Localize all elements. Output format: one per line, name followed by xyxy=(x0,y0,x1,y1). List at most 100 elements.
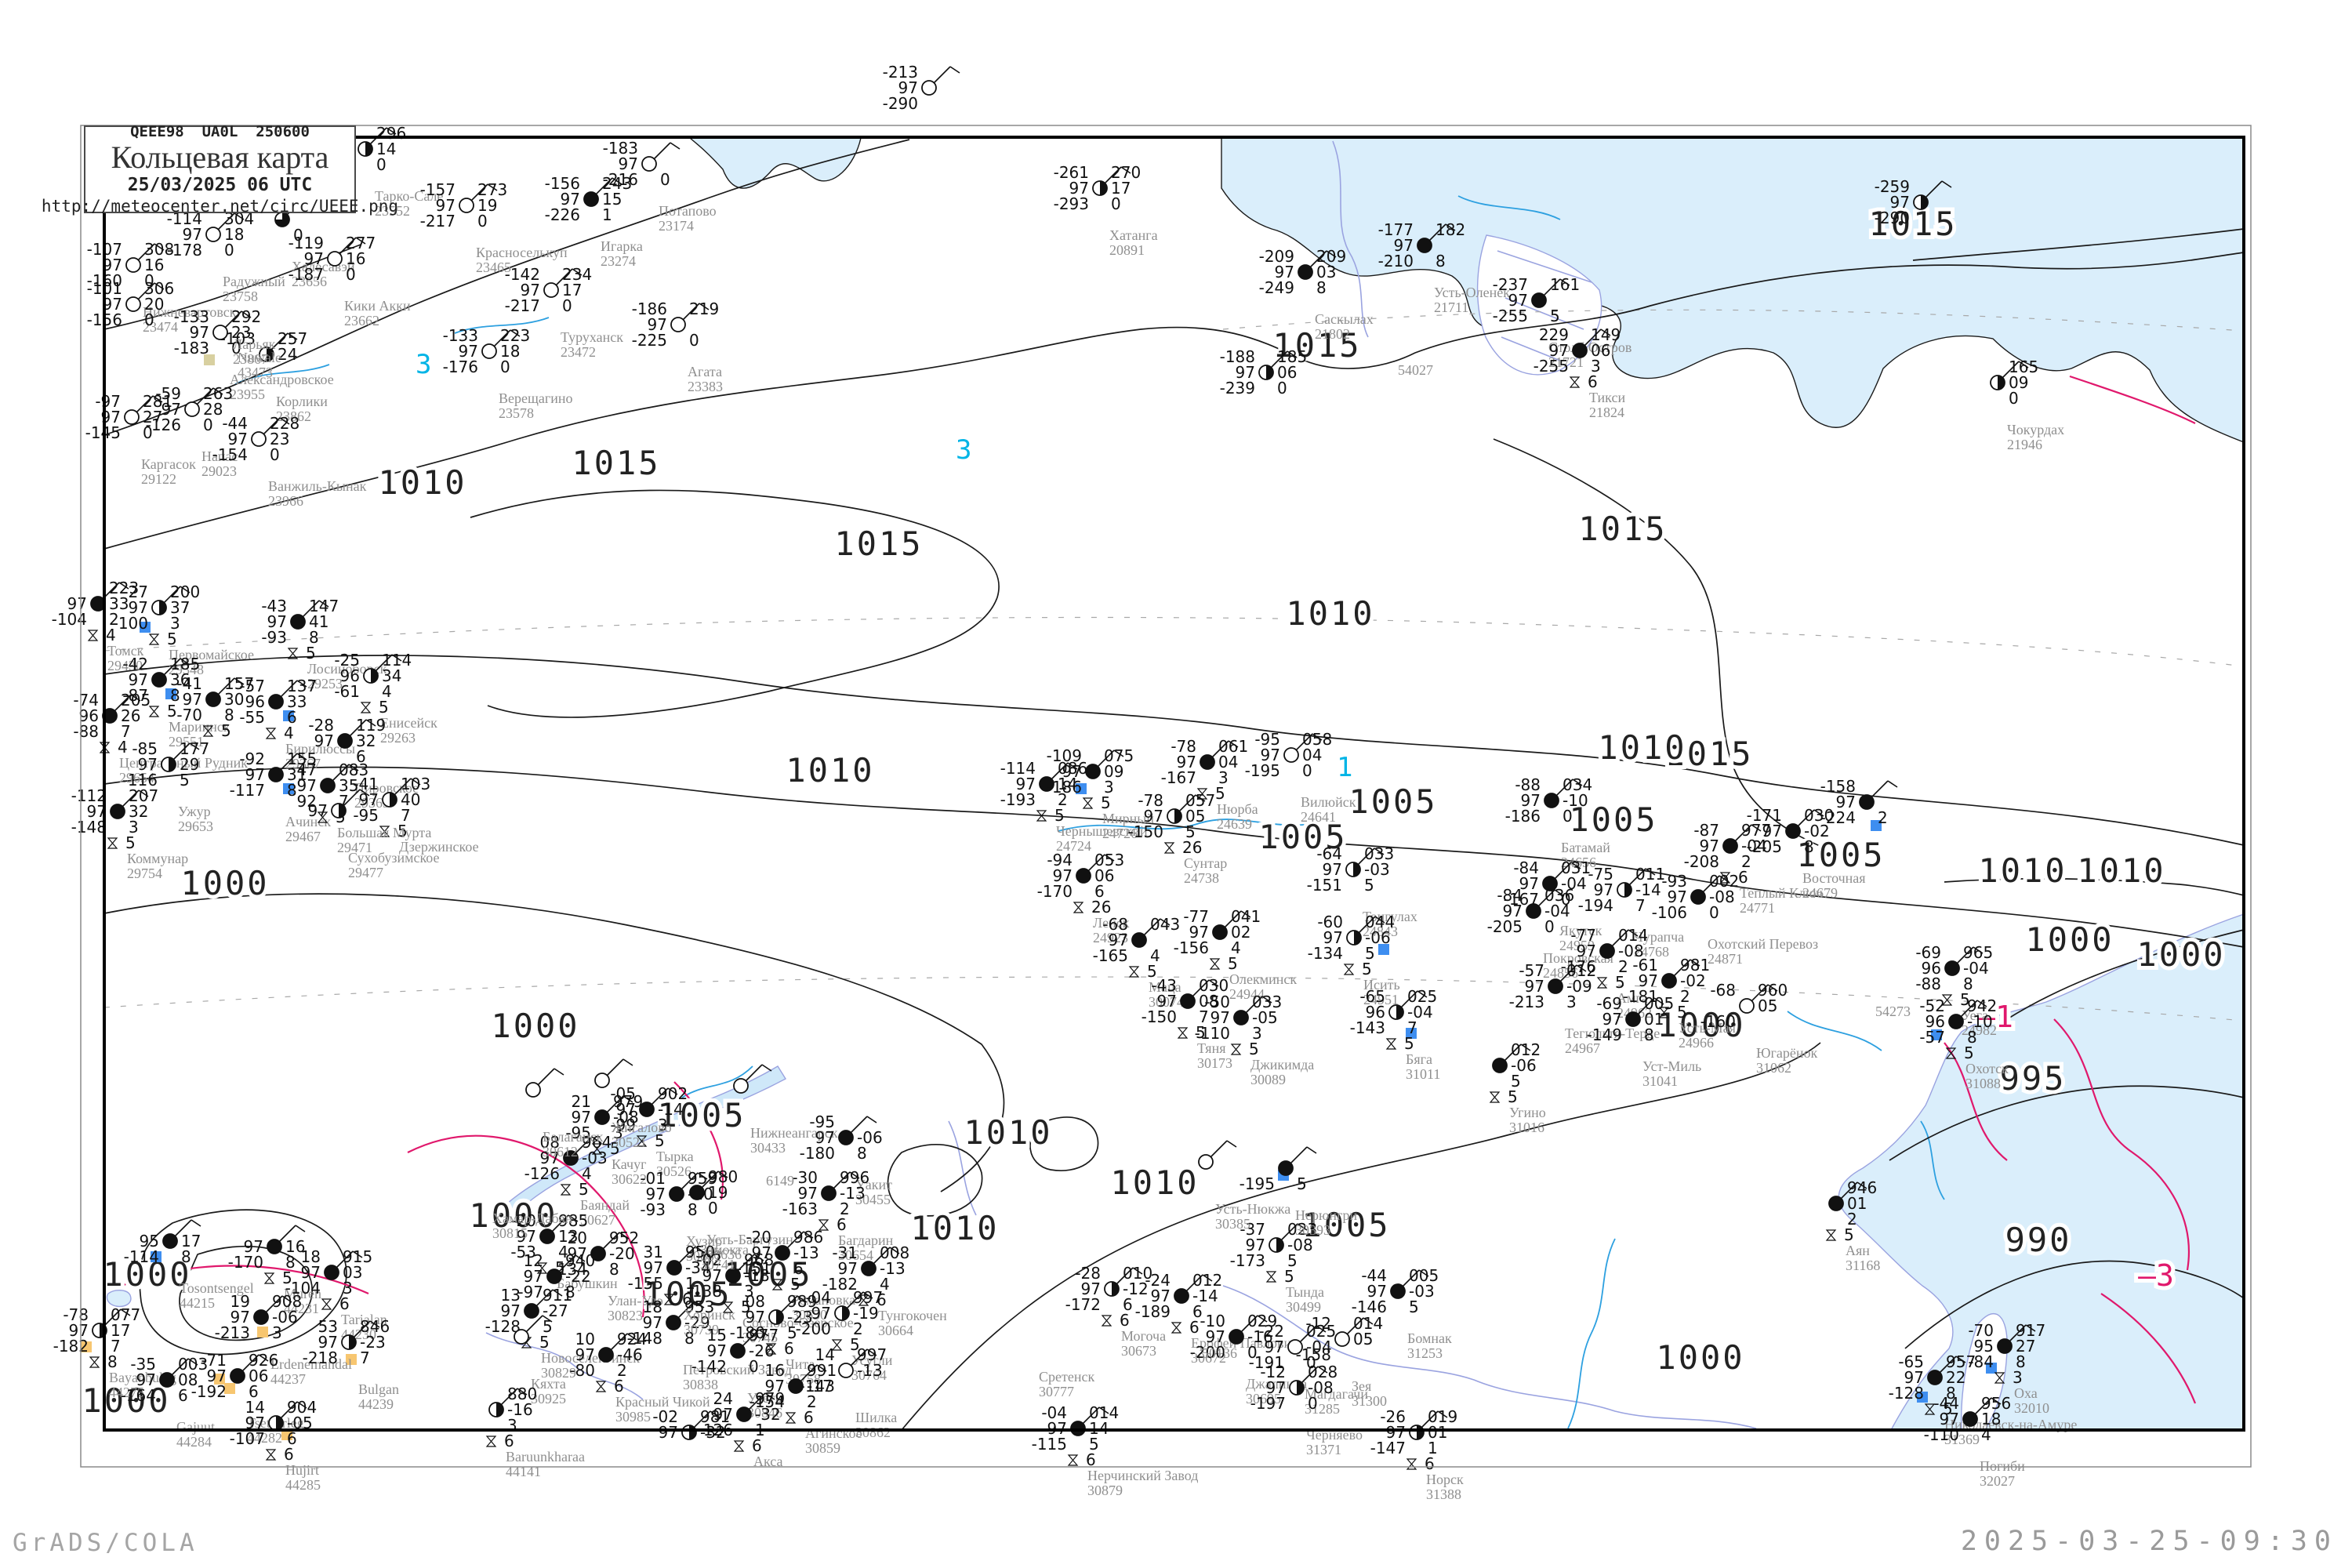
station-value: 030 xyxy=(1199,976,1229,995)
station-id: 30627 xyxy=(580,1212,615,1228)
station-name: Верещагино xyxy=(499,390,572,406)
station-value: 05 xyxy=(1353,1330,1373,1348)
station-value: 6 xyxy=(1123,1295,1133,1314)
isobar-label: 1005 xyxy=(1348,782,1437,821)
station-value: 3 xyxy=(343,1279,353,1298)
station-value: -61 xyxy=(1632,956,1658,975)
station-value: -87 xyxy=(122,686,148,705)
station-name: Хузир xyxy=(686,1233,722,1249)
station-value: 97 xyxy=(1602,1010,1622,1029)
station-circle xyxy=(251,431,267,447)
station-value: 18 xyxy=(643,1298,662,1316)
station-value: 97 xyxy=(524,1267,543,1286)
render-timestamp: 2025-03-25-09:30 xyxy=(1960,1526,2338,1557)
station-value: 165 xyxy=(2009,358,2038,376)
station-value: 06 xyxy=(1277,363,1297,382)
station-value: -134 xyxy=(1308,944,1343,963)
station-circle xyxy=(594,1073,610,1088)
map-datetime: 25/03/2025 06 UTC xyxy=(127,175,313,195)
station-circle xyxy=(1198,1154,1214,1170)
station-id: 30879 xyxy=(1087,1483,1123,1498)
station-value: 5 xyxy=(1844,1225,1854,1244)
station-value: 6 xyxy=(1189,1318,1200,1337)
station-value: -97 xyxy=(95,392,121,411)
cloud-genus-symbol xyxy=(1177,1027,1189,1039)
station-value: -188 xyxy=(1220,347,1255,366)
map-title: Кольцевая карта xyxy=(111,140,329,175)
station-name: Бирилюссы xyxy=(285,741,355,757)
station-value: 5 xyxy=(167,702,177,720)
station-circle xyxy=(546,1269,562,1284)
station-name: Олекминск xyxy=(1229,971,1297,987)
cloud-half xyxy=(276,1416,283,1430)
station-name: Охотский Перевоз xyxy=(1708,936,1818,952)
station-value: 5 xyxy=(125,833,136,852)
station-value: 7 xyxy=(121,722,131,741)
front-line xyxy=(407,1134,645,1318)
station-value: 014 xyxy=(1089,1403,1119,1422)
station-value: 97 xyxy=(1525,977,1544,996)
station-value: 97 xyxy=(1639,971,1658,990)
station-id: 31041 xyxy=(1642,1073,1678,1089)
graticule-line xyxy=(103,616,2245,667)
station-id: 31088 xyxy=(1965,1076,2001,1091)
station-id: 24871 xyxy=(1708,951,1743,967)
station-circle xyxy=(125,296,141,312)
station-name: Тында xyxy=(1286,1284,1324,1300)
station-value: -182 xyxy=(53,1337,89,1356)
station-value: -85 xyxy=(132,739,158,758)
station-value: 97 xyxy=(1053,866,1073,885)
map-source-url: http://meteocenter.net/circ/UEEE.png xyxy=(41,197,399,216)
station-name: Уега xyxy=(1962,1007,1988,1023)
station-circle xyxy=(1542,876,1558,891)
station-value: -01 xyxy=(640,1169,666,1188)
isobar-contour xyxy=(1493,438,1871,863)
station-value: -55 xyxy=(239,708,265,727)
station-value: 37 xyxy=(170,598,190,617)
station-value: 981 xyxy=(1680,956,1710,975)
station-value: 6 xyxy=(504,1432,514,1450)
gray-label-id: 30815 xyxy=(492,1225,528,1241)
station-circle xyxy=(1927,1370,1943,1385)
station-value: 5 xyxy=(610,1139,620,1158)
grads-credit: GrADS/COLA xyxy=(13,1529,198,1557)
station-value: -43 xyxy=(261,597,287,615)
station-value: -13 xyxy=(857,1361,883,1380)
station-value: 14 xyxy=(376,140,396,158)
cloud-genus-symbol xyxy=(1073,902,1084,913)
station-value: 0 xyxy=(1306,1353,1316,1372)
station-value: 97 xyxy=(1367,1282,1387,1301)
station-name: Усть-Нюкжа xyxy=(1215,1201,1290,1217)
station-id: 24966 xyxy=(1679,1035,1714,1051)
station-value: 7 xyxy=(1407,1018,1417,1037)
gray-label: 6149 xyxy=(766,1173,794,1189)
station-id: 24923 xyxy=(1093,930,1128,946)
station-value: -109 xyxy=(1047,746,1082,765)
station-value: -158 xyxy=(1820,777,1856,796)
station-name: Радужный xyxy=(223,274,285,289)
station-id: 23656 xyxy=(292,274,327,289)
station-circle xyxy=(481,343,497,359)
station-value: -80 xyxy=(569,1361,595,1380)
station-id: 32027 xyxy=(1980,1473,2015,1489)
station-value: 97 xyxy=(308,801,328,820)
station-name: Muren xyxy=(284,1286,321,1301)
station-value: 8 xyxy=(1946,1384,1956,1403)
station-value: -70 xyxy=(1968,1321,1994,1340)
station-value: 18 xyxy=(301,1247,321,1266)
isobar-label: 1005 xyxy=(1301,1206,1390,1244)
station-circle xyxy=(525,1082,541,1098)
cloud-genus-symbol xyxy=(1230,1044,1242,1055)
station-value: -195 xyxy=(1245,761,1280,780)
isobar-label: 990 xyxy=(2005,1221,2072,1259)
station-value: 97 xyxy=(1394,236,1414,255)
isobar-label: 1005 xyxy=(1796,836,1885,874)
